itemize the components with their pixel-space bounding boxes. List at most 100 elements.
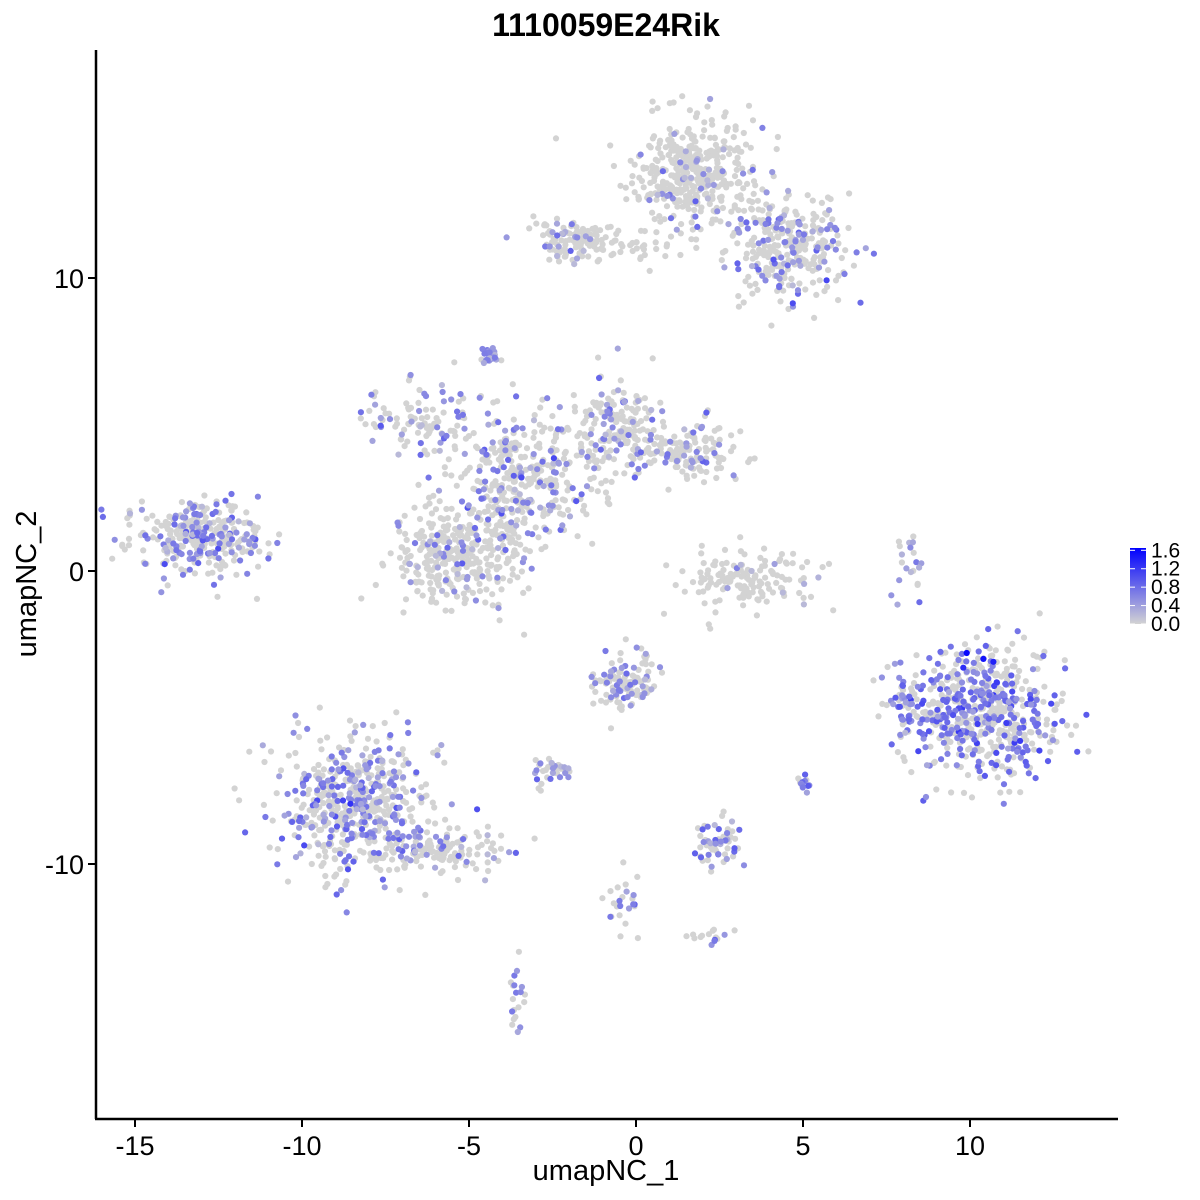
data-point xyxy=(360,721,367,729)
data-point xyxy=(362,813,369,820)
data-point xyxy=(549,477,556,484)
data-point xyxy=(471,524,478,532)
data-point xyxy=(630,664,638,671)
data-point xyxy=(399,833,406,840)
data-point xyxy=(343,909,350,916)
data-point xyxy=(520,589,527,597)
data-point xyxy=(774,242,782,249)
data-point xyxy=(633,245,640,252)
data-point xyxy=(455,576,462,583)
data-point xyxy=(518,983,526,991)
data-point xyxy=(786,576,793,583)
data-point xyxy=(613,419,620,426)
data-point xyxy=(931,667,938,674)
data-point xyxy=(1027,696,1034,703)
data-point xyxy=(502,437,509,444)
data-point xyxy=(985,626,992,633)
data-point xyxy=(405,760,412,767)
data-point xyxy=(386,745,393,752)
data-point xyxy=(1032,775,1039,782)
data-point xyxy=(473,532,480,539)
data-point xyxy=(768,567,775,575)
data-point xyxy=(443,834,450,841)
data-point xyxy=(333,759,340,766)
data-point xyxy=(631,474,638,481)
data-point xyxy=(668,156,675,164)
data-point xyxy=(448,396,455,403)
data-point xyxy=(553,483,560,490)
data-point xyxy=(682,164,690,171)
data-point xyxy=(396,554,404,561)
data-point xyxy=(318,746,325,753)
data-point xyxy=(593,232,600,239)
data-point xyxy=(673,226,680,233)
data-point xyxy=(463,584,470,591)
data-point xyxy=(745,273,752,280)
data-point xyxy=(658,441,665,448)
data-point xyxy=(511,972,518,979)
data-point xyxy=(339,797,347,804)
data-point xyxy=(559,471,566,478)
data-point xyxy=(910,680,918,687)
data-point xyxy=(472,597,479,604)
data-point xyxy=(171,521,178,528)
data-point xyxy=(662,144,669,151)
data-point xyxy=(416,842,423,849)
data-point xyxy=(138,498,145,505)
data-point xyxy=(643,415,650,422)
data-point xyxy=(492,496,499,503)
data-point xyxy=(845,224,852,232)
data-point xyxy=(1009,640,1016,647)
data-point xyxy=(784,251,791,258)
data-point xyxy=(958,650,966,658)
data-point xyxy=(172,562,179,569)
data-point xyxy=(296,817,303,825)
data-point xyxy=(398,820,406,827)
data-point xyxy=(390,768,398,775)
data-point xyxy=(721,113,728,120)
data-point xyxy=(712,141,720,148)
data-point xyxy=(378,794,385,801)
data-point xyxy=(618,664,625,672)
data-point xyxy=(484,832,491,839)
data-point xyxy=(961,641,969,648)
data-point xyxy=(677,145,684,153)
data-point xyxy=(896,703,904,710)
data-point xyxy=(800,231,808,238)
data-point xyxy=(1005,745,1012,752)
data-point xyxy=(607,668,615,675)
data-point xyxy=(705,851,712,858)
data-point xyxy=(755,597,762,604)
data-point xyxy=(650,133,658,140)
data-point xyxy=(293,763,300,770)
data-point xyxy=(422,891,429,899)
data-point xyxy=(992,647,999,654)
data-point xyxy=(344,866,352,873)
data-point xyxy=(363,766,370,773)
data-point xyxy=(1043,721,1050,728)
data-point xyxy=(991,714,998,722)
data-point xyxy=(379,757,386,765)
data-point xyxy=(587,431,594,438)
data-point xyxy=(608,694,615,701)
data-point xyxy=(436,498,443,505)
data-point xyxy=(111,536,118,543)
data-point xyxy=(402,548,409,556)
data-point xyxy=(640,165,647,172)
data-point xyxy=(301,842,308,849)
data-point xyxy=(692,145,699,152)
data-point xyxy=(574,234,581,241)
data-point xyxy=(495,545,502,552)
data-point xyxy=(547,425,554,432)
data-point xyxy=(443,505,450,513)
data-point xyxy=(550,489,557,496)
data-point xyxy=(710,181,717,189)
data-point xyxy=(235,518,242,525)
data-point xyxy=(647,436,654,443)
data-point xyxy=(715,425,722,432)
data-point xyxy=(599,458,606,465)
data-point xyxy=(1016,725,1023,732)
data-point xyxy=(528,565,535,572)
data-point xyxy=(677,159,684,166)
data-point xyxy=(572,244,580,251)
